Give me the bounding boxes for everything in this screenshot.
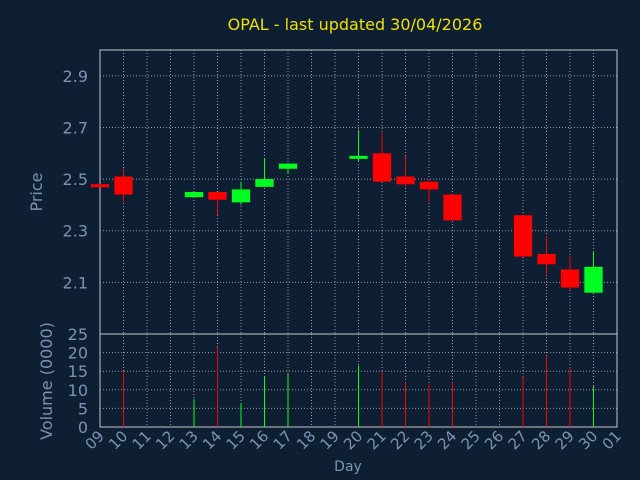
price-axis-label: Price: [27, 172, 46, 211]
candle: [184, 192, 204, 198]
volume-tick-label: 10: [68, 381, 88, 400]
candle: [208, 192, 227, 216]
candle-body: [255, 179, 274, 187]
candle: [372, 132, 392, 182]
candle: [537, 235, 556, 275]
candle-body: [208, 192, 227, 200]
candle: [90, 184, 110, 188]
candle: [231, 181, 251, 205]
candle-body: [560, 269, 580, 288]
price-tick-label: 2.3: [63, 222, 88, 241]
candle: [349, 130, 368, 162]
candle-body: [90, 184, 110, 188]
candle: [114, 168, 133, 203]
x-axis-label: Day: [334, 459, 362, 475]
volume-tick-label: 15: [68, 362, 88, 381]
candle-body: [278, 163, 298, 169]
candle-body: [537, 253, 556, 265]
price-tick-label: 2.1: [63, 273, 88, 292]
candle: [513, 215, 533, 257]
volume-tick-label: 5: [78, 399, 88, 418]
candle-body: [396, 176, 415, 185]
candle-body: [349, 155, 368, 159]
volume-tick-label: 0: [78, 418, 88, 437]
candle-body: [513, 215, 533, 257]
candle-body: [114, 176, 133, 195]
volume-tick-label: 25: [68, 325, 88, 344]
candle: [396, 155, 415, 187]
candle-body: [372, 153, 392, 182]
candle-body: [419, 181, 439, 190]
candle: [443, 194, 462, 221]
candle: [584, 251, 603, 293]
candle-body: [231, 189, 251, 203]
candle: [255, 158, 274, 187]
chart-title: OPAL - last updated 30/04/2026: [228, 15, 483, 34]
candle-body: [184, 192, 204, 198]
price-tick-label: 2.7: [63, 118, 88, 137]
volume-tick-label: 20: [68, 344, 88, 363]
price-tick-label: 2.9: [63, 67, 88, 86]
price-tick-label: 2.5: [63, 170, 88, 189]
x-tick-labels: 0910111213141516171819202122232425262728…: [82, 427, 625, 453]
candle: [419, 179, 439, 203]
candle-body: [584, 266, 603, 293]
candle-body: [443, 194, 462, 221]
candle: [560, 256, 580, 291]
candle: [278, 163, 298, 174]
volume-axis-label: Volume (0000): [37, 322, 56, 440]
